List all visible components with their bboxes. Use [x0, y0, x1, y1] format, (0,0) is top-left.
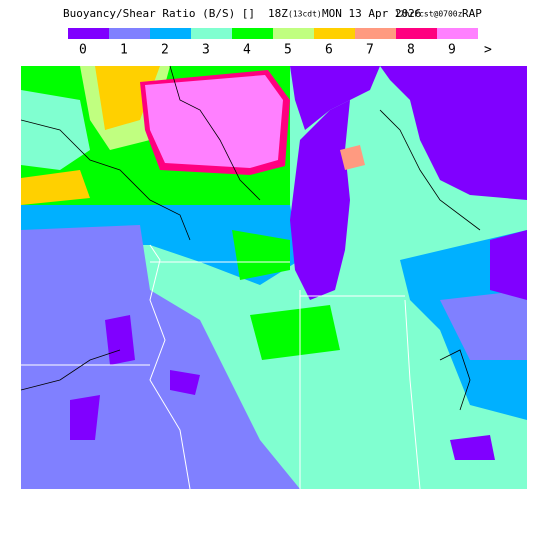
contour: [169, 65, 261, 201]
legend-swatch: [314, 28, 355, 39]
field: [21, 205, 300, 285]
lake: [290, 66, 380, 130]
field: [232, 230, 290, 280]
lake: [290, 100, 350, 300]
lake: [380, 66, 527, 200]
field: [145, 75, 283, 168]
state-line: [404, 299, 421, 490]
field: [21, 90, 90, 170]
legend-label: 2: [161, 43, 169, 58]
field: [440, 290, 527, 360]
legend-swatch: [396, 28, 437, 39]
legend-swatch: [232, 28, 273, 39]
legend-label: 0: [79, 43, 87, 58]
legend-label: 1: [120, 43, 128, 58]
legend-swatch: [68, 28, 109, 39]
field: [70, 395, 100, 440]
valid-time: 18Z: [268, 7, 288, 20]
field: [21, 170, 90, 205]
legend-swatch: [437, 28, 478, 39]
contour: [20, 119, 191, 241]
contour: [439, 349, 471, 411]
legend-label: 5: [284, 43, 292, 58]
legend-overflow: >: [484, 43, 492, 58]
legend-label: 4: [243, 43, 251, 58]
map: [20, 65, 527, 490]
legend-swatch: [191, 28, 232, 39]
legend: 0 1 2 3 4 5 6 7 8 9 >: [68, 28, 492, 58]
state-line: [149, 244, 191, 490]
field: [490, 230, 527, 300]
local-time: (13cdt): [288, 10, 322, 19]
field: [105, 315, 135, 365]
legend-label: 3: [202, 43, 210, 58]
field: [450, 435, 495, 460]
legend-swatch: [355, 28, 396, 39]
field: [170, 370, 200, 395]
legend-swatch: [109, 28, 150, 39]
legend-label: 6: [325, 43, 333, 58]
contour: [20, 349, 121, 391]
contour: [379, 109, 481, 231]
legend-label: 9: [448, 43, 456, 58]
model: RAP: [462, 7, 482, 20]
forecast: 12hrFcst@0700z: [395, 10, 463, 19]
date: MON 13 Apr 2026: [322, 7, 421, 20]
field: [340, 145, 365, 170]
legend-label: 7: [366, 43, 374, 58]
legend-swatch: [273, 28, 314, 39]
legend-swatch: [150, 28, 191, 39]
title: Buoyancy/Shear Ratio (B/S) []: [63, 7, 255, 20]
legend-label: 8: [407, 43, 415, 58]
field: [250, 305, 340, 360]
